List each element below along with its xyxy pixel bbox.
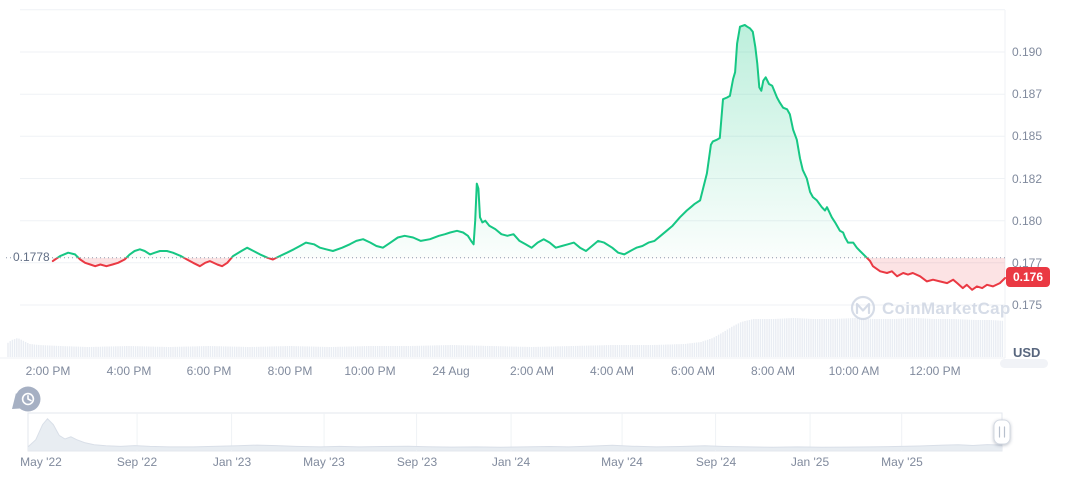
- y-axis-tick: 0.185: [1012, 129, 1043, 143]
- x-axis-tick: 12:00 PM: [909, 364, 961, 378]
- y-axis-tick: 0.175: [1012, 298, 1043, 312]
- x-axis-tick: 8:00 AM: [750, 364, 796, 378]
- navigator-date-tick: Jan '24: [491, 455, 531, 469]
- currency-unit-label: USD: [1013, 345, 1041, 360]
- x-axis-tick: 2:00 PM: [25, 364, 71, 378]
- x-axis-tick: 4:00 PM: [106, 364, 152, 378]
- x-axis-tick: 8:00 PM: [267, 364, 313, 378]
- watermark-text: CoinMarketCap: [882, 299, 1011, 318]
- axis-scrollbar-thumb[interactable]: [1000, 359, 1048, 368]
- x-axis-tick: 10:00 PM: [344, 364, 396, 378]
- navigator-date-tick: Jan '25: [790, 455, 830, 469]
- y-axis-tick: 0.182: [1012, 172, 1043, 186]
- gridlines: [0, 9, 1006, 359]
- history-reset-button[interactable]: [6, 383, 46, 417]
- navigator-gridlines: [136, 413, 903, 451]
- x-axis-tick: 6:00 AM: [670, 364, 716, 378]
- navigator[interactable]: [0, 383, 1072, 477]
- y-axis-tick: 0.177: [1012, 256, 1043, 270]
- navigator-date-tick: May '24: [601, 455, 643, 469]
- current-price-badge: 0.176: [1006, 267, 1050, 287]
- x-axis-tick: 10:00 AM: [828, 364, 880, 378]
- y-axis-tick: 0.187: [1012, 87, 1043, 101]
- coinmarketcap-watermark: CoinMarketCap: [850, 295, 1011, 321]
- navigator-date-tick: May '25: [881, 455, 923, 469]
- y-axis-tick: 0.180: [1012, 214, 1043, 228]
- x-axis-tick: 4:00 AM: [589, 364, 635, 378]
- navigator-date-tick: Sep '23: [396, 455, 438, 469]
- x-axis-tick: 24 Aug: [432, 364, 470, 378]
- handle-grip-icon: [998, 426, 1006, 438]
- navigator-frame: [27, 412, 1003, 452]
- price-chart-canvas[interactable]: CoinMarketCap: [0, 0, 1072, 383]
- x-axis-tick: 2:00 AM: [509, 364, 555, 378]
- navigator-date-tick: May '23: [303, 455, 345, 469]
- navigator-date-tick: Jan '23: [212, 455, 252, 469]
- volume-bars: [7, 318, 1004, 357]
- x-axis-tick: 6:00 PM: [186, 364, 232, 378]
- baseline-price-label: 0.1778: [13, 250, 50, 264]
- navigator-mini-chart: [27, 418, 1003, 451]
- navigator-date-tick: May '22: [20, 455, 62, 469]
- navigator-right-handle[interactable]: [993, 419, 1011, 445]
- price-line-below-baseline: [51, 257, 1007, 291]
- navigator-date-tick: Sep '24: [695, 455, 737, 469]
- price-line-above-baseline: [55, 24, 869, 258]
- navigator-date-tick: Sep '22: [116, 455, 158, 469]
- coinmarketcap-logo-icon: [850, 295, 876, 321]
- y-axis-tick: 0.190: [1012, 45, 1043, 59]
- history-clock-icon: [21, 392, 35, 406]
